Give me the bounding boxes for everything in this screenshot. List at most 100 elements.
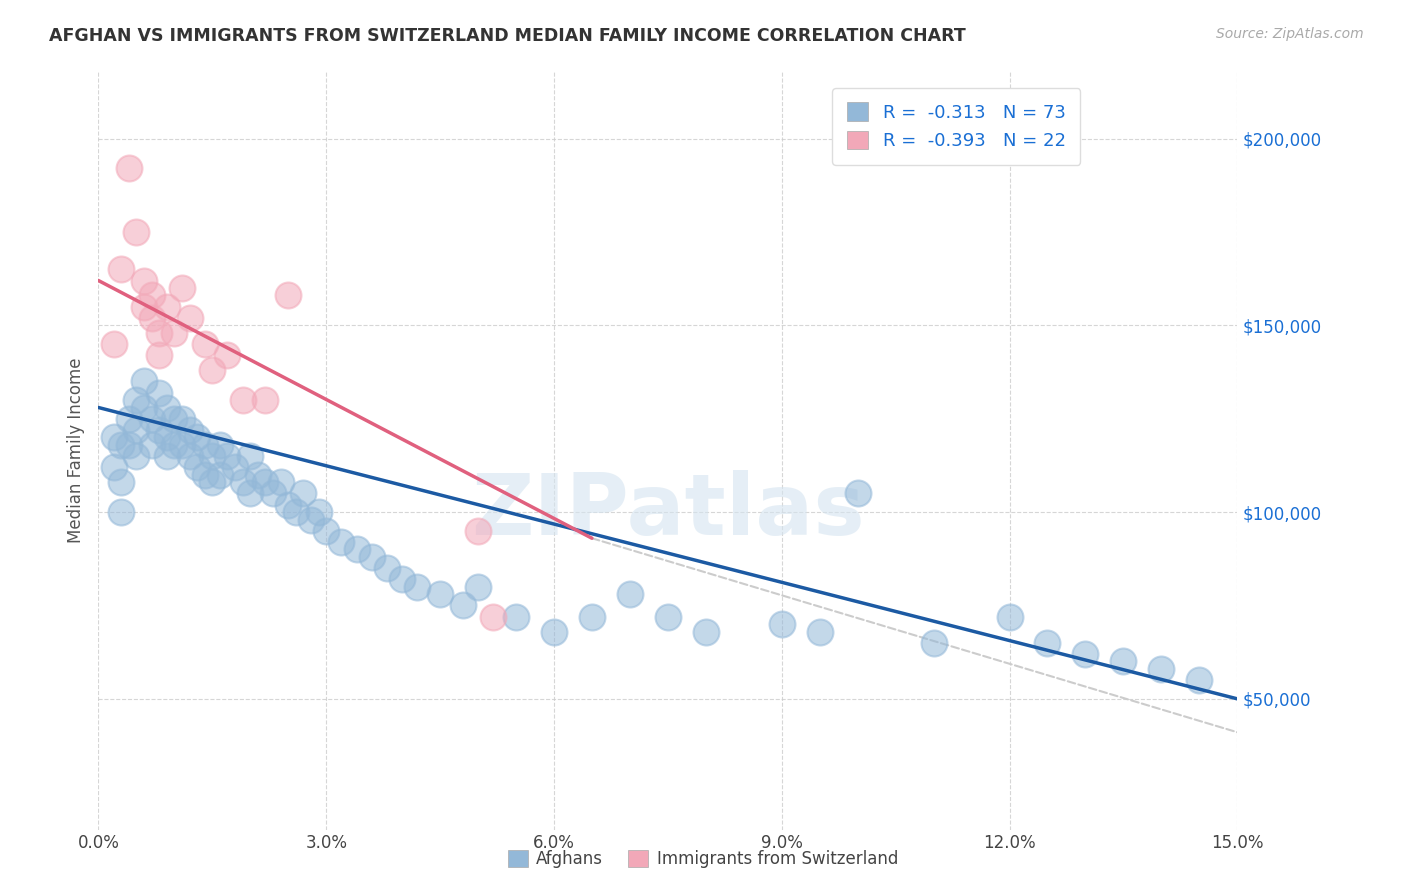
Point (179, 423, 201, 437)
Point (467, 524, 489, 538)
Point (1188, 673, 1211, 688)
Point (391, 572, 413, 586)
Point (270, 475, 292, 490)
Point (103, 460, 125, 475)
Point (103, 430, 125, 444)
Point (132, 300, 155, 314)
Point (998, 609, 1021, 624)
Point (132, 273, 155, 287)
Y-axis label: Median Family Income: Median Family Income (66, 358, 84, 543)
Point (308, 505, 330, 519)
Point (141, 411, 163, 425)
Point (277, 288, 299, 302)
Point (132, 401, 155, 415)
Point (619, 587, 641, 601)
Point (246, 467, 269, 482)
Point (201, 363, 224, 377)
Point (141, 310, 163, 325)
Point (695, 624, 717, 639)
Point (406, 580, 429, 594)
Point (299, 512, 322, 526)
Point (346, 542, 368, 557)
Point (163, 326, 186, 340)
Point (125, 225, 148, 239)
Point (808, 624, 831, 639)
Point (657, 609, 679, 624)
Point (110, 438, 132, 452)
Point (179, 310, 201, 325)
Point (125, 423, 148, 437)
Point (330, 535, 353, 549)
Point (254, 475, 277, 490)
Point (429, 587, 451, 601)
Point (284, 505, 307, 519)
Point (232, 475, 254, 490)
Point (217, 348, 239, 362)
Point (581, 609, 603, 624)
Legend: Afghans, Immigrants from Switzerland: Afghans, Immigrants from Switzerland (502, 843, 904, 875)
Point (239, 486, 262, 500)
Point (505, 609, 527, 624)
Point (254, 392, 277, 407)
Point (467, 580, 489, 594)
Point (163, 411, 186, 425)
Point (217, 449, 239, 463)
Point (148, 348, 170, 362)
Point (141, 438, 163, 452)
Point (186, 460, 208, 475)
Point (315, 524, 337, 538)
Point (360, 549, 382, 564)
Legend: R =  -0.313   N = 73, R =  -0.393   N = 22: R = -0.313 N = 73, R = -0.393 N = 22 (832, 88, 1080, 165)
Point (156, 449, 179, 463)
Point (922, 636, 945, 650)
Point (118, 438, 141, 452)
Point (277, 498, 299, 512)
Point (201, 475, 224, 490)
Point (110, 475, 132, 490)
Point (103, 337, 125, 351)
Point (846, 486, 869, 500)
Point (1074, 647, 1097, 661)
Point (141, 288, 163, 302)
Point (543, 624, 565, 639)
Point (482, 609, 505, 624)
Point (375, 561, 398, 575)
Point (125, 449, 148, 463)
Point (1150, 662, 1173, 676)
Point (179, 449, 201, 463)
Point (186, 430, 208, 444)
Point (239, 449, 262, 463)
Text: ZIPatlas: ZIPatlas (471, 469, 865, 553)
Point (262, 486, 284, 500)
Point (451, 599, 474, 613)
Point (110, 262, 132, 277)
Point (292, 486, 315, 500)
Point (125, 392, 148, 407)
Point (163, 438, 186, 452)
Text: Source: ZipAtlas.com: Source: ZipAtlas.com (1216, 27, 1364, 41)
Point (156, 430, 179, 444)
Point (118, 411, 141, 425)
Point (208, 467, 231, 482)
Point (194, 467, 217, 482)
Point (132, 375, 155, 389)
Point (1112, 655, 1135, 669)
Point (170, 281, 193, 295)
Point (148, 423, 170, 437)
Point (232, 392, 254, 407)
Point (1036, 636, 1059, 650)
Point (194, 337, 217, 351)
Point (201, 449, 224, 463)
Point (170, 411, 193, 425)
Point (170, 438, 193, 452)
Point (156, 401, 179, 415)
Point (208, 438, 231, 452)
Point (156, 300, 179, 314)
Point (194, 438, 217, 452)
Point (148, 385, 170, 400)
Point (770, 617, 793, 632)
Text: AFGHAN VS IMMIGRANTS FROM SWITZERLAND MEDIAN FAMILY INCOME CORRELATION CHART: AFGHAN VS IMMIGRANTS FROM SWITZERLAND ME… (49, 27, 966, 45)
Point (110, 505, 132, 519)
Point (224, 460, 246, 475)
Point (148, 326, 170, 340)
